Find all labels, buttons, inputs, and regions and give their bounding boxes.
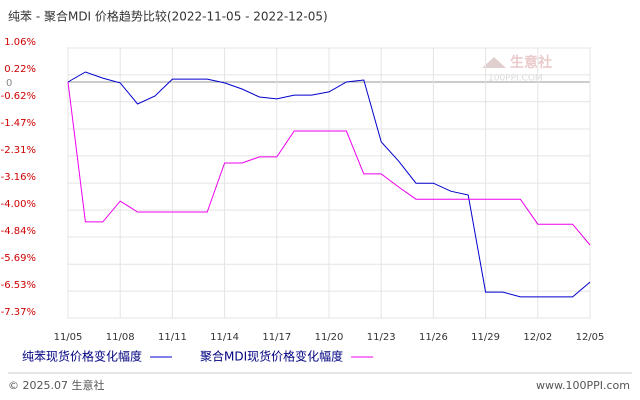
y-tick-label: -2.31% — [1, 145, 36, 156]
y-tick-label: -7.37% — [1, 307, 36, 318]
y-tick-label: 0.22% — [4, 64, 36, 75]
watermark-icon — [482, 57, 506, 68]
x-tick-label: 11/08 — [106, 332, 135, 343]
legend-label: 聚合MDI现货价格变化幅度 — [200, 349, 343, 364]
y-tick-label: -0.62% — [1, 91, 36, 102]
footer-copyright: © 2025.07 生意社 — [8, 378, 104, 392]
x-tick-label: 11/29 — [471, 332, 500, 343]
x-tick-label: 11/17 — [262, 332, 291, 343]
legend-label: 纯苯现货价格变化幅度 — [22, 349, 142, 364]
y-tick-label: -1.47% — [1, 118, 36, 129]
y-tick-label: -6.53% — [1, 280, 36, 291]
y-tick-label: -5.69% — [1, 253, 36, 264]
x-tick-label: 11/20 — [315, 332, 344, 343]
y-tick-label: -4.84% — [1, 226, 36, 237]
chart-title: 纯苯 - 聚合MDI 价格趋势比较(2022-11-05 - 2022-12-0… — [8, 9, 328, 24]
y-tick-label: -3.16% — [1, 172, 36, 183]
series-line — [67, 81, 591, 246]
y-tick-label: -4.00% — [1, 199, 36, 210]
watermark-name: 生意社 — [510, 54, 552, 71]
x-tick-label: 11/05 — [54, 332, 83, 343]
y-tick-label: 0 — [6, 78, 12, 89]
x-tick-label: 11/26 — [419, 332, 448, 343]
x-tick-label: 12/05 — [576, 332, 605, 343]
footer-url: www.100PPI.com — [536, 379, 630, 392]
x-tick-label: 11/11 — [158, 332, 187, 343]
series-line — [67, 71, 591, 298]
watermark-site: 100PPI.COM — [488, 74, 543, 84]
x-tick-label: 12/02 — [523, 332, 552, 343]
y-tick-label: 1.06% — [4, 37, 36, 48]
x-tick-label: 11/23 — [367, 332, 396, 343]
x-tick-label: 11/14 — [210, 332, 239, 343]
watermark: 生意社 100PPI.COM — [482, 54, 552, 84]
